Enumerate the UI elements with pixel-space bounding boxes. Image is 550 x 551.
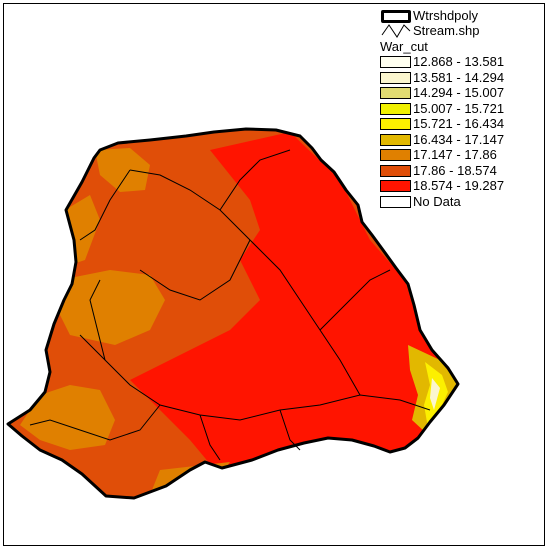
stream-north-branch bbox=[129, 169, 361, 396]
legend-class-label: 15.721 - 16.434 bbox=[413, 116, 505, 131]
legend-color-swatch bbox=[380, 56, 411, 68]
legend-class-row: 14.294 - 15.007 bbox=[380, 85, 545, 101]
stream-branch bbox=[89, 279, 106, 361]
legend-color-swatch bbox=[380, 180, 411, 192]
legend-color-swatch bbox=[380, 118, 411, 130]
legend-color-swatch bbox=[380, 133, 411, 146]
stream-branch bbox=[79, 169, 131, 241]
legend-class-label: 16.434 - 17.147 bbox=[413, 131, 505, 147]
map-legend: Wtrshdpoly Stream.shp War_cut 12.868 - 1… bbox=[380, 8, 545, 209]
legend-class-label: 12.868 - 13.581 bbox=[413, 54, 505, 69]
legend-item-watershed: Wtrshdpoly bbox=[380, 8, 545, 23]
legend-class-label: 17.147 - 17.86 bbox=[413, 147, 497, 162]
legend-label-watershed: Wtrshdpoly bbox=[413, 8, 479, 23]
legend-class-row: 17.147 - 17.86 bbox=[380, 147, 545, 163]
legend-class-label: 15.007 - 15.721 bbox=[413, 100, 505, 116]
stream-southwest-branch bbox=[29, 404, 161, 441]
zone-13-581-14-294 bbox=[430, 378, 440, 410]
stream-branch bbox=[199, 414, 221, 461]
legend-item-stream: Stream.shp bbox=[380, 23, 545, 39]
legend-color-swatch bbox=[380, 164, 411, 177]
legend-class-label: 14.294 - 15.007 bbox=[413, 85, 505, 100]
stream-line-icon bbox=[381, 24, 411, 38]
stream-main-channel bbox=[79, 334, 431, 421]
legend-raster-title: War_cut bbox=[380, 39, 428, 54]
stream-branch bbox=[319, 269, 391, 331]
legend-class-row: 18.574 - 19.287 bbox=[380, 178, 545, 194]
legend-class-row: 15.007 - 15.721 bbox=[380, 101, 545, 117]
legend-class-label: 18.574 - 19.287 bbox=[413, 178, 505, 193]
stream-network bbox=[29, 149, 431, 461]
legend-class-row: 13.581 - 14.294 bbox=[380, 70, 545, 86]
zone-17-147-17-86-north bbox=[95, 148, 150, 192]
stream-branch bbox=[139, 239, 251, 301]
legend-color-swatch bbox=[380, 102, 411, 115]
legend-item-raster-title: War_cut bbox=[380, 39, 545, 54]
legend-class-row: 16.434 - 17.147 bbox=[380, 132, 545, 148]
watershed-polygon-icon bbox=[381, 10, 411, 23]
legend-color-swatch bbox=[380, 71, 411, 84]
legend-color-swatch bbox=[380, 149, 411, 161]
legend-class-label: 13.581 - 14.294 bbox=[413, 69, 505, 85]
zone-18-574-19-287 bbox=[130, 132, 458, 470]
legend-class-label: 17.86 - 18.574 bbox=[413, 162, 497, 178]
legend-color-swatch bbox=[380, 195, 411, 208]
legend-class-row: No Data bbox=[380, 194, 545, 210]
zone-17-147-17-86-west bbox=[55, 270, 165, 345]
legend-color-swatch bbox=[380, 87, 411, 99]
legend-label-stream: Stream.shp bbox=[413, 23, 480, 38]
stream-branch bbox=[219, 149, 291, 211]
watershed-boundary bbox=[6, 127, 460, 500]
stream-branch bbox=[279, 409, 301, 451]
legend-class-label: No Data bbox=[413, 193, 461, 209]
legend-class-row: 15.721 - 16.434 bbox=[380, 116, 545, 132]
legend-class-row: 12.868 - 13.581 bbox=[380, 54, 545, 70]
legend-class-row: 17.86 - 18.574 bbox=[380, 163, 545, 179]
